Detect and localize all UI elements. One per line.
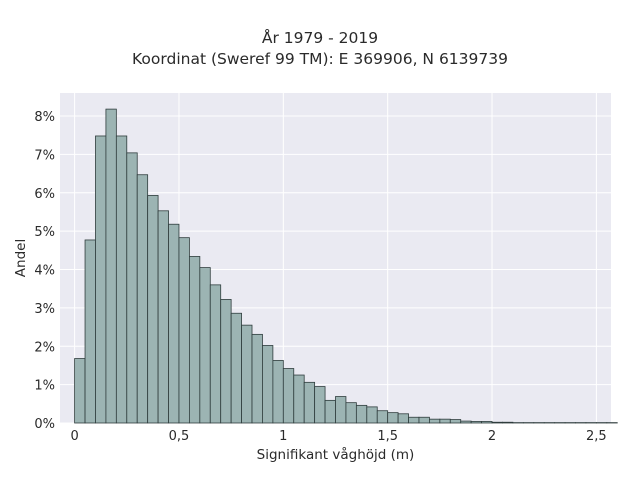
y-tick-label: 5%: [34, 225, 55, 240]
histogram-bar: [439, 418, 451, 424]
y-tick-label: 3%: [34, 302, 55, 317]
y-axis-label: Andel: [13, 238, 29, 278]
histogram-bar: [303, 381, 316, 424]
histogram-bar: [282, 368, 295, 424]
x-tick-label: 1,5: [377, 429, 398, 444]
histogram-bar: [189, 256, 201, 424]
histogram-bar: [366, 406, 378, 424]
histogram-bar: [345, 402, 357, 424]
histogram-bar: [397, 413, 409, 424]
y-tick-label: 8%: [34, 110, 55, 125]
histogram-bar: [230, 312, 242, 424]
histogram-bar: [105, 108, 117, 424]
histogram-bar: [241, 324, 253, 424]
histogram-bar: [418, 416, 430, 424]
histogram-bar: [168, 223, 180, 424]
histogram-bar: [470, 421, 482, 424]
histogram-bar: [335, 396, 347, 424]
chart-title-line-2: Koordinat (Sweref 99 TM): E 369906, N 61…: [132, 50, 508, 68]
histogram-bar: [429, 418, 441, 424]
histogram-bar: [408, 416, 420, 424]
histogram-bar: [376, 410, 389, 424]
histogram-bar: [251, 333, 263, 424]
histogram-bar: [324, 399, 336, 424]
chart-title-line-1: År 1979 - 2019: [261, 29, 379, 47]
y-tick-label: 4%: [34, 264, 55, 279]
x-tick-label: 2: [488, 429, 496, 444]
histogram-bar: [502, 421, 514, 424]
histogram-bar: [157, 210, 169, 424]
y-tick-label: 2%: [34, 340, 55, 355]
histogram-bar: [262, 345, 274, 424]
histogram-bar: [136, 174, 149, 424]
histogram-bar: [115, 135, 128, 424]
histogram-bar: [314, 386, 326, 424]
y-tick-label: 0%: [34, 417, 55, 432]
x-tick-label: 0,5: [169, 429, 190, 444]
histogram-bar: [74, 358, 86, 424]
histogram-bar: [387, 412, 399, 424]
histogram-bar: [460, 420, 472, 424]
histogram-bar: [293, 374, 305, 424]
histogram-bar: [355, 404, 368, 424]
histogram-bar: [272, 360, 284, 424]
x-axis-label: Signifikant våghöjd (m): [256, 447, 415, 463]
y-tick-label: 1%: [34, 379, 55, 394]
histogram-bar: [220, 299, 232, 424]
x-tick-label: 1: [279, 429, 287, 444]
histogram-bar: [147, 195, 159, 424]
histogram-bar: [199, 267, 211, 424]
histogram-bar: [84, 239, 96, 424]
histogram-bar: [491, 421, 503, 424]
histogram-bar: [126, 152, 138, 424]
histogram-bar: [178, 237, 190, 424]
histogram-bar: [449, 419, 462, 424]
histogram-bar: [209, 284, 222, 424]
histogram-bar: [95, 135, 107, 424]
y-tick-label: 6%: [34, 187, 55, 202]
histogram-bar: [481, 421, 493, 424]
y-tick-label: 7%: [34, 148, 55, 163]
x-tick-label: 0: [70, 429, 78, 444]
x-tick-label: 2,5: [586, 429, 607, 444]
